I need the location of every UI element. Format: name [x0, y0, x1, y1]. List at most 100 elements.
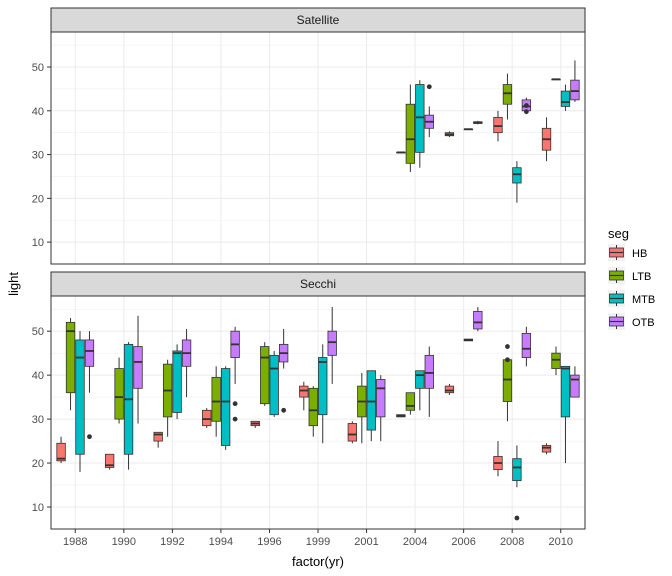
box-2004-HB	[396, 151, 406, 154]
boxes-secchi	[56, 306, 580, 521]
x-tick-label: 2006	[451, 536, 475, 548]
box-body	[512, 458, 522, 482]
y-tick-label: 30	[32, 150, 44, 162]
panel-satellite: Satellite 10 20 30 40 50	[32, 7, 586, 265]
box-1988-MTB	[75, 331, 85, 472]
box-body	[327, 330, 337, 356]
box-2010-OTB	[570, 60, 580, 103]
box-1996-OTB	[278, 328, 289, 413]
box-2006-OTB	[473, 306, 483, 332]
box-body	[415, 84, 425, 153]
box-body	[75, 339, 85, 455]
strip-background-satellite	[50, 7, 586, 33]
box-body	[512, 167, 522, 184]
box-2010-LTB	[551, 346, 561, 376]
outlier-point	[232, 416, 238, 422]
box-body	[347, 423, 358, 442]
box-2006-OTB	[473, 120, 483, 125]
box-body	[269, 354, 279, 416]
box-2001-HB	[347, 421, 358, 444]
legend: seg HB LTB MTB OTB	[608, 226, 655, 330]
x-tick-label: 2010	[548, 536, 572, 548]
box-2008-LTB	[502, 344, 513, 422]
box-2008-OTB	[521, 97, 532, 115]
box-1994-LTB	[211, 366, 221, 437]
box-2001-MTB	[366, 370, 376, 442]
x-tick-label: 1992	[160, 536, 184, 548]
y-tick-label: 40	[32, 370, 44, 382]
panel-border-satellite	[50, 31, 586, 265]
legend-item-otb: OTB	[608, 313, 655, 330]
x-tick-label: 1990	[112, 536, 136, 548]
box-2008-LTB	[502, 73, 513, 120]
legend-item-ltb: LTB	[608, 267, 651, 284]
box-2006-HB	[444, 383, 455, 395]
x-axis-title: factor(yr)	[292, 554, 344, 569]
box-1992-OTB	[181, 328, 192, 398]
box-2004-MTB	[415, 370, 425, 411]
box-body	[424, 354, 434, 389]
box-body	[133, 346, 143, 389]
box-body	[444, 385, 455, 394]
box-body	[570, 374, 580, 398]
y-tick-label: 20	[32, 193, 44, 205]
legend-title: seg	[608, 226, 629, 241]
box-body	[560, 365, 571, 418]
box-2008-MTB	[512, 445, 522, 521]
box-2004-MTB	[415, 80, 425, 168]
x-tick-label: 1988	[63, 536, 87, 548]
box-body	[366, 370, 376, 431]
box-body	[260, 346, 270, 405]
box-1990-OTB	[133, 315, 143, 424]
box-body	[84, 339, 95, 367]
box-2008-OTB	[521, 326, 532, 367]
strip-label-satellite: Satellite	[297, 13, 340, 27]
strip-label-secchi: Secchi	[300, 277, 336, 291]
box-2008-MTB	[512, 161, 522, 203]
outlier-point	[281, 407, 287, 413]
box-body	[560, 90, 571, 107]
box-2001-LTB	[357, 372, 367, 444]
y-axis-secchi: 10 20 30 40 50	[32, 326, 51, 514]
box-body	[104, 453, 115, 468]
box-1994-MTB	[220, 366, 231, 450]
outlier-point	[514, 515, 520, 521]
x-tick-label: 2001	[354, 536, 378, 548]
box-body	[405, 392, 416, 411]
box-2008-HB	[493, 110, 503, 142]
y-axis-title: light	[6, 272, 21, 296]
box-body	[65, 321, 76, 394]
box-1994-OTB	[230, 326, 240, 422]
box-1992-HB	[153, 431, 163, 448]
y-tick-label: 30	[32, 414, 44, 426]
y-tick-label: 50	[32, 326, 44, 338]
outlier-point	[505, 344, 510, 349]
box-1994-HB	[202, 408, 212, 428]
box-body	[473, 310, 483, 330]
box-body	[172, 350, 182, 413]
box-body	[541, 445, 552, 453]
outlier-point	[232, 401, 238, 407]
x-tick-label: 1996	[257, 536, 281, 548]
box-1990-MTB	[123, 342, 134, 470]
box-body	[299, 385, 309, 398]
legend-label: HB	[632, 248, 647, 260]
box-body	[202, 409, 212, 427]
box-1992-MTB	[172, 344, 182, 420]
box-2006-MTB	[463, 128, 474, 131]
box-body	[502, 84, 513, 105]
y-tick-label: 20	[32, 458, 44, 470]
y-axis-satellite: 10 20 30 40 50	[32, 62, 51, 249]
y-tick-label: 50	[32, 62, 44, 74]
box-1996-LTB	[260, 342, 270, 406]
outlier-point	[523, 109, 529, 115]
box-body	[493, 116, 503, 134]
box-2004-HB	[396, 414, 406, 418]
box-body	[308, 387, 318, 427]
x-axis: 1988 1990 1992 1994 1996 1999 2001 2004 2006 2008…	[63, 529, 573, 548]
legend-label: OTB	[632, 317, 655, 329]
box-1990-HB	[104, 453, 115, 470]
legend-item-hb: HB	[608, 244, 647, 261]
box-2010-OTB	[570, 366, 580, 398]
box-body	[56, 442, 66, 462]
